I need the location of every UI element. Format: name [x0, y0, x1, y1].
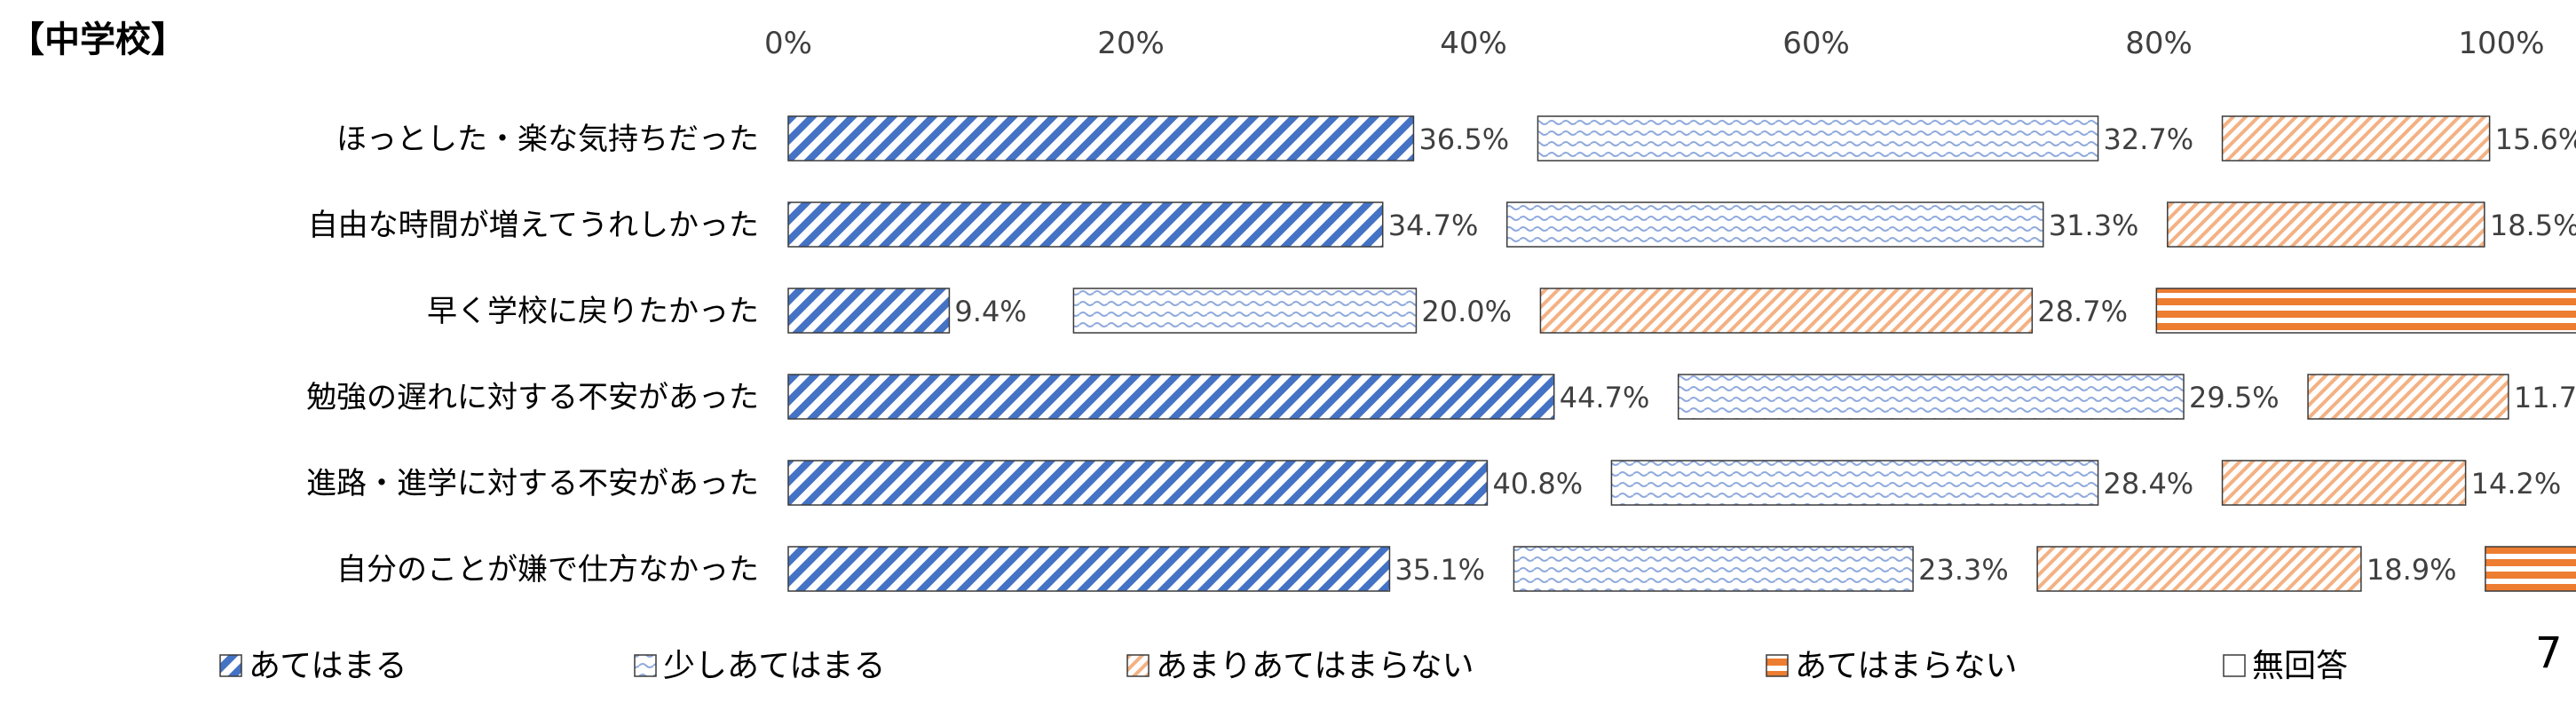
chart-title: 【中学校】: [9, 20, 186, 60]
x-tick-label: 0%: [764, 26, 812, 61]
data-label: 29.5%: [2189, 381, 2280, 414]
legend-swatch: [1766, 654, 1789, 677]
data-label: 20.0%: [1421, 295, 1512, 328]
data-label: 35.1%: [1395, 553, 1485, 587]
category-label: 進路・進学に対する不安があった: [306, 466, 759, 501]
legend-swatch: [634, 654, 657, 677]
data-label: 9.4%: [954, 295, 1026, 328]
data-label: 23.3%: [1918, 553, 2009, 587]
legend-label: 少しあてはまる: [663, 648, 886, 684]
bar-segment: [2307, 374, 2509, 420]
data-label: 28.7%: [2037, 295, 2128, 328]
legend-label: あてはまる: [249, 648, 407, 684]
category-label: ほっとした・楽な気持ちだった: [336, 122, 759, 157]
category-label: 早く学校に戻りたかった: [427, 294, 759, 329]
x-tick-label: 20%: [1097, 26, 1165, 61]
x-axis-ticks: 0% 20% 40% 60% 80% 100%: [764, 26, 2545, 61]
bar-segment: [787, 374, 1555, 420]
bar-segment: [2221, 460, 2467, 506]
data-label: 36.5%: [1418, 122, 1509, 156]
page-number: 7: [2535, 628, 2563, 678]
data-label: 11.7%: [2514, 381, 2576, 414]
data-label: 31.3%: [2049, 209, 2139, 242]
legend-label: 無回答: [2252, 648, 2348, 684]
bar-segment: [2221, 115, 2491, 162]
bar-segment: [2036, 546, 2362, 592]
data-label: 14.2%: [2471, 467, 2562, 501]
category-labels: ほっとした・楽な気持ちだった自由な時間が増えてうれしかった早く学校に戻りたかった…: [306, 122, 759, 588]
x-tick-label: 100%: [2458, 26, 2544, 61]
bar-segment: [2485, 546, 2576, 592]
legend: あてはまる 少しあてはまる あまりあてはまらない あてはまらない 無回答: [219, 648, 2348, 684]
legend-swatch: [1126, 654, 1150, 677]
data-label: 28.4%: [2104, 467, 2194, 501]
data-label: 40.8%: [1492, 467, 1583, 501]
data-label: 15.6%: [2495, 122, 2576, 156]
bar-segment: [787, 288, 951, 334]
legend-label: あまりあてはまらない: [1156, 648, 1474, 684]
category-label: 自由な時間が増えてうれしかった: [308, 208, 759, 243]
data-label: 32.7%: [2104, 122, 2194, 156]
data-label: 18.9%: [2367, 553, 2457, 587]
data-labels: 36.5%32.7%15.6%12.0%3.1%34.7%31.3%18.5%1…: [954, 122, 2576, 587]
legend-label: あてはまらない: [1795, 648, 2018, 684]
data-label: 18.5%: [2490, 209, 2576, 242]
legend-swatch: [2223, 654, 2246, 677]
x-tick-label: 80%: [2125, 26, 2193, 61]
x-tick-label: 60%: [1782, 26, 1850, 61]
bar-segment: [787, 546, 1391, 592]
bar-segment: [2167, 201, 2485, 248]
bar-segment: [1505, 201, 2044, 248]
bar-segment: [1610, 460, 2099, 506]
bar-segment: [1513, 546, 1914, 592]
bar-segment: [1537, 115, 2099, 162]
bar-segment: [1539, 288, 2034, 334]
x-tick-label: 40%: [1440, 26, 1507, 61]
category-label: 勉強の遅れに対する不安があった: [306, 380, 759, 415]
data-label: 44.7%: [1560, 381, 1650, 414]
bars: [787, 115, 2576, 592]
category-label: 自分のことが嫌で仕方なかった: [336, 552, 759, 588]
data-label: 34.7%: [1388, 209, 1479, 242]
bar-segment: [787, 460, 1489, 506]
bar-segment: [787, 115, 1415, 162]
bar-segment: [1072, 288, 1418, 334]
bar-segment: [2155, 288, 2576, 334]
legend-swatch: [219, 654, 242, 677]
bar-segment: [787, 201, 1384, 248]
bar-segment: [1677, 374, 2185, 420]
